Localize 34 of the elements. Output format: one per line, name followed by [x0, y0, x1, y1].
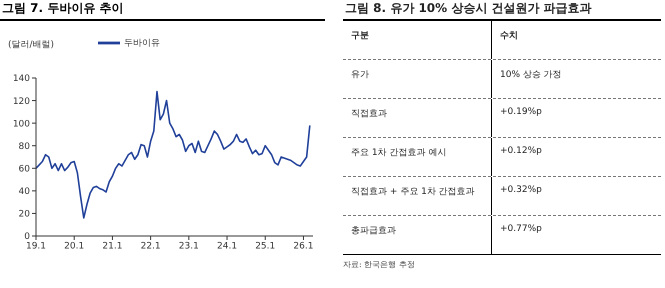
x-tick-label: 24.1	[217, 241, 238, 252]
x-tick-label: 22.1	[140, 241, 161, 252]
x-tick-label: 19.1	[26, 241, 46, 252]
text: 유가	[343, 60, 492, 98]
x-tick-label: 20.1	[64, 241, 84, 252]
y-tick-label: 120	[12, 96, 30, 107]
y-tick-label: 20	[18, 210, 30, 220]
text: +0.12%p	[499, 145, 542, 156]
legend-label: 두바이유	[124, 38, 160, 48]
x-tick-label: 25.1	[255, 241, 276, 252]
y-tick-label: 100	[12, 119, 30, 130]
x-tick-label: 26.1	[293, 241, 314, 252]
y-tick-label: 140	[12, 74, 30, 84]
text: 10% 상승 가정	[499, 69, 562, 81]
x-tick-label: 21.1	[102, 241, 122, 252]
text: 주요 1차 간접효과 예시	[343, 138, 492, 176]
y-tick-label: 40	[18, 187, 30, 198]
text: 그림 8. 유가 10% 상승시 건설원가 파급효과	[343, 0, 661, 21]
y-tick-label: 80	[18, 142, 30, 152]
text: +0.32%p	[499, 184, 542, 195]
x-tick-label: 23.1	[178, 241, 199, 252]
y-tick-label: 0	[24, 232, 30, 242]
text: 구분	[343, 21, 492, 59]
text: +0.77%p	[499, 223, 542, 234]
text: 총파급효과	[343, 216, 492, 254]
y-tick-label: 60	[18, 164, 30, 174]
y-axis-title: (달러/배럴)	[8, 39, 54, 51]
text: 직접효과	[343, 99, 492, 137]
text: 자료: 한국은행 추정	[343, 254, 661, 270]
chart-title: 그림 7. 두바이유 추이	[0, 0, 325, 21]
line-series	[36, 90, 311, 219]
text: 수치	[499, 30, 518, 42]
text: +0.19%p	[499, 106, 542, 117]
text: 직접효과 + 주요 1차 간접효과	[343, 177, 492, 215]
